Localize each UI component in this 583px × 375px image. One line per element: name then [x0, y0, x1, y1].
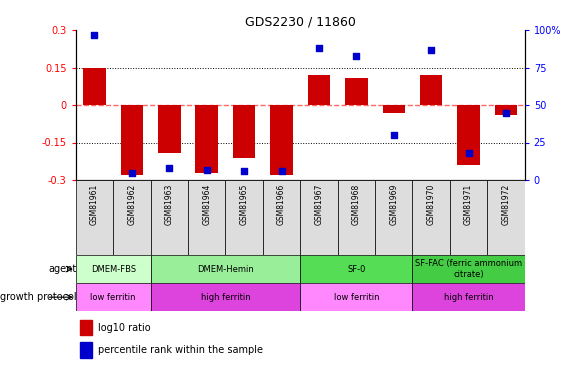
Bar: [420, 75, 442, 105]
Text: high ferritin: high ferritin: [444, 292, 493, 302]
Text: GSM81971: GSM81971: [464, 184, 473, 225]
Point: [501, 110, 511, 116]
Point: [164, 165, 174, 171]
Bar: [195, 105, 218, 172]
Bar: [495, 105, 517, 115]
Text: percentile rank within the sample: percentile rank within the sample: [98, 345, 264, 355]
Point: [464, 150, 473, 156]
Point: [277, 168, 286, 174]
Bar: [271, 105, 293, 175]
FancyBboxPatch shape: [300, 180, 338, 255]
Bar: [76, 283, 150, 311]
Bar: [457, 105, 480, 165]
Bar: [382, 105, 405, 112]
Bar: [83, 68, 106, 105]
Bar: [300, 283, 412, 311]
Text: log10 ratio: log10 ratio: [98, 322, 151, 333]
Text: GSM81964: GSM81964: [202, 184, 211, 225]
Text: SF-0: SF-0: [347, 265, 366, 274]
Bar: [80, 342, 92, 358]
Bar: [412, 255, 525, 283]
Bar: [308, 75, 330, 105]
Bar: [233, 105, 255, 158]
Point: [240, 168, 249, 174]
Point: [314, 45, 324, 51]
FancyBboxPatch shape: [188, 180, 226, 255]
Text: GSM81970: GSM81970: [427, 184, 436, 225]
Bar: [80, 320, 92, 335]
Bar: [158, 105, 181, 153]
Bar: [150, 283, 300, 311]
FancyBboxPatch shape: [113, 180, 150, 255]
Text: GSM81972: GSM81972: [501, 184, 511, 225]
Text: GSM81961: GSM81961: [90, 184, 99, 225]
Point: [202, 166, 212, 172]
Bar: [150, 255, 300, 283]
Bar: [345, 78, 367, 105]
Bar: [412, 283, 525, 311]
FancyBboxPatch shape: [375, 180, 412, 255]
FancyBboxPatch shape: [412, 180, 450, 255]
Text: GSM81966: GSM81966: [277, 184, 286, 225]
FancyBboxPatch shape: [76, 180, 113, 255]
Text: high ferritin: high ferritin: [201, 292, 250, 302]
Text: agent: agent: [48, 264, 76, 274]
Text: low ferritin: low ferritin: [333, 292, 379, 302]
FancyBboxPatch shape: [150, 180, 188, 255]
Bar: [121, 105, 143, 175]
Text: SF-FAC (ferric ammonium
citrate): SF-FAC (ferric ammonium citrate): [415, 260, 522, 279]
Point: [427, 46, 436, 53]
FancyBboxPatch shape: [450, 180, 487, 255]
Text: GSM81965: GSM81965: [240, 184, 248, 225]
Text: growth protocol: growth protocol: [0, 292, 76, 302]
FancyBboxPatch shape: [226, 180, 263, 255]
Bar: [300, 255, 412, 283]
Text: GSM81962: GSM81962: [128, 184, 136, 225]
Text: DMEM-Hemin: DMEM-Hemin: [197, 265, 254, 274]
Bar: [76, 255, 150, 283]
Point: [127, 170, 136, 176]
Text: low ferritin: low ferritin: [90, 292, 136, 302]
Point: [90, 32, 99, 38]
Point: [389, 132, 398, 138]
Text: GSM81967: GSM81967: [314, 184, 324, 225]
FancyBboxPatch shape: [338, 180, 375, 255]
Text: DMEM-FBS: DMEM-FBS: [90, 265, 136, 274]
FancyBboxPatch shape: [263, 180, 300, 255]
Text: GSM81963: GSM81963: [165, 184, 174, 225]
FancyBboxPatch shape: [487, 180, 525, 255]
Title: GDS2230 / 11860: GDS2230 / 11860: [245, 16, 356, 29]
Point: [352, 53, 361, 58]
Text: GSM81969: GSM81969: [389, 184, 398, 225]
Text: GSM81968: GSM81968: [352, 184, 361, 225]
